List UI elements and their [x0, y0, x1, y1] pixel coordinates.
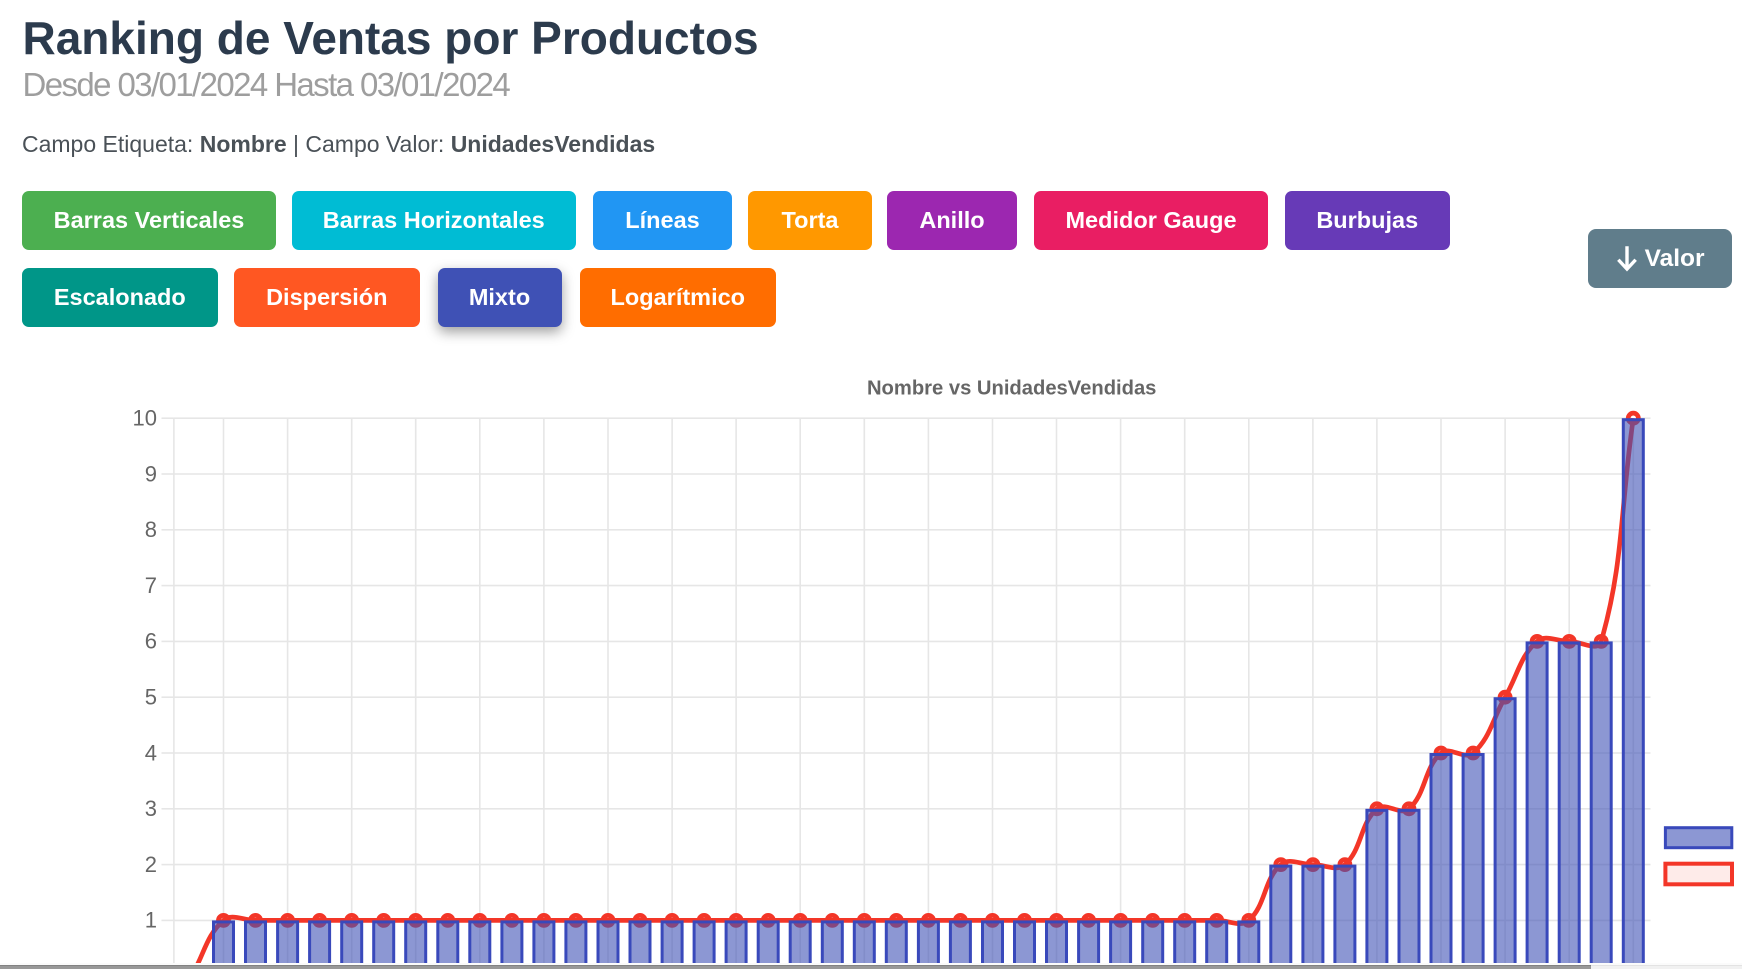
- svg-text:1: 1: [145, 908, 157, 933]
- svg-text:8: 8: [145, 517, 157, 542]
- svg-text:5: 5: [145, 685, 157, 710]
- svg-text:Nombre vs UnidadesVendidas: Nombre vs UnidadesVendidas: [867, 378, 1156, 400]
- svg-text:4: 4: [145, 740, 157, 765]
- svg-text:2: 2: [145, 852, 157, 877]
- svg-text:7: 7: [145, 573, 157, 598]
- svg-text:10: 10: [133, 406, 157, 431]
- svg-text:6: 6: [145, 629, 157, 654]
- svg-text:9: 9: [145, 461, 157, 486]
- svg-text:3: 3: [145, 796, 157, 821]
